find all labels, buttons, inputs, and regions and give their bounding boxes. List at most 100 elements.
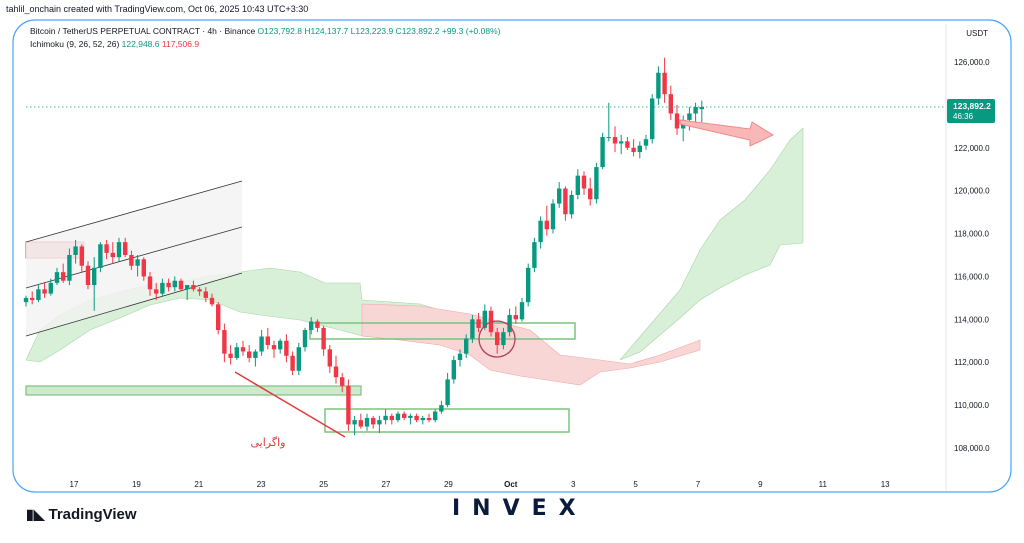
candle-body bbox=[513, 315, 518, 320]
candle-body bbox=[61, 272, 66, 281]
candle bbox=[538, 216, 543, 249]
candle bbox=[265, 327, 270, 350]
candle-body bbox=[507, 315, 512, 333]
candle bbox=[104, 239, 109, 260]
candle-body bbox=[420, 417, 425, 421]
x-tick-label: 29 bbox=[444, 480, 453, 489]
candle-body bbox=[147, 276, 153, 290]
candle bbox=[650, 94, 655, 144]
target-arrow bbox=[679, 119, 775, 147]
candle bbox=[377, 415, 382, 433]
candle-body bbox=[581, 175, 587, 189]
candle-body bbox=[203, 291, 208, 298]
candle-body bbox=[346, 385, 351, 425]
candle-body bbox=[625, 141, 630, 148]
x-tick-label: 5 bbox=[633, 480, 638, 489]
candle bbox=[278, 338, 283, 354]
candle-body bbox=[464, 338, 469, 354]
cloud-segment bbox=[619, 127, 804, 361]
highlight-circle bbox=[478, 320, 516, 358]
divergence-label: واگرایی bbox=[251, 436, 286, 449]
candle bbox=[457, 349, 463, 367]
candle-body bbox=[439, 405, 444, 412]
symbol-name: Bitcoin / TetherUS PERPETUAL CONTRACT · … bbox=[30, 26, 256, 36]
currency-label: USDT bbox=[966, 29, 988, 38]
y-tick-label: 122,000.0 bbox=[954, 144, 990, 153]
candle bbox=[408, 413, 413, 425]
candle-body bbox=[234, 347, 239, 358]
candle-body bbox=[247, 351, 252, 358]
candle bbox=[185, 285, 190, 301]
candle bbox=[383, 409, 388, 425]
candle-body bbox=[352, 420, 357, 425]
candle-body bbox=[408, 415, 413, 418]
x-tick-label: 9 bbox=[758, 480, 763, 489]
candle-body bbox=[271, 345, 277, 350]
candle-body bbox=[302, 330, 308, 348]
y-tick-label: 120,000.0 bbox=[954, 187, 990, 196]
candle-body bbox=[253, 351, 258, 358]
candle-body bbox=[48, 282, 53, 294]
candle-body bbox=[668, 94, 673, 114]
candle bbox=[364, 413, 370, 431]
candle bbox=[203, 287, 208, 303]
invex-logo: INVEX bbox=[452, 496, 588, 521]
candle bbox=[600, 132, 605, 170]
candle-body bbox=[309, 321, 314, 331]
candle bbox=[30, 291, 35, 305]
candle-body bbox=[377, 420, 382, 425]
candle bbox=[42, 282, 47, 298]
channel-line bbox=[25, 272, 243, 337]
candle-body bbox=[129, 255, 134, 266]
candle-body bbox=[222, 330, 227, 354]
candle bbox=[315, 319, 320, 333]
y-tick-label: 112,000.0 bbox=[954, 358, 990, 367]
tradingview-logo-icon: ▮◣ bbox=[26, 506, 45, 522]
candle bbox=[79, 244, 84, 273]
watermark-text: tahlil_onchain created with TradingView.… bbox=[6, 4, 309, 14]
candle bbox=[234, 342, 239, 361]
candle-body bbox=[54, 272, 60, 283]
x-tick-label: 27 bbox=[382, 480, 391, 489]
candle bbox=[464, 334, 469, 358]
candle bbox=[61, 263, 66, 283]
candle bbox=[420, 415, 425, 425]
candle-body bbox=[321, 327, 326, 350]
candle bbox=[209, 293, 215, 307]
indicator-info: Ichimoku (9, 26, 52, 26) 122,948.6 117,5… bbox=[30, 39, 199, 49]
candle bbox=[594, 162, 599, 204]
candle-body bbox=[532, 242, 537, 268]
candle bbox=[619, 134, 624, 155]
y-tick-label: 116,000.0 bbox=[954, 272, 990, 281]
candle bbox=[358, 413, 363, 429]
candle-body bbox=[172, 280, 177, 288]
x-tick-label: 3 bbox=[571, 480, 576, 489]
candle bbox=[321, 325, 326, 356]
candle-body bbox=[178, 280, 184, 290]
candle bbox=[426, 413, 432, 423]
candle bbox=[575, 169, 580, 200]
candle bbox=[284, 334, 289, 363]
candle-body bbox=[85, 265, 91, 286]
channel-fill bbox=[26, 181, 242, 336]
candle-body bbox=[123, 242, 128, 255]
candle-body bbox=[402, 413, 407, 418]
candle-body bbox=[650, 98, 655, 140]
candle-body bbox=[98, 244, 103, 268]
candle bbox=[501, 327, 506, 350]
candle-body bbox=[519, 302, 525, 320]
candle-body bbox=[191, 285, 196, 290]
candle bbox=[476, 312, 481, 333]
support-zone bbox=[324, 408, 570, 433]
candle-body bbox=[656, 72, 661, 99]
y-tick-label: 110,000.0 bbox=[954, 401, 990, 410]
candle-body bbox=[451, 360, 456, 380]
candle bbox=[433, 409, 438, 423]
candle bbox=[135, 255, 140, 277]
candle-body bbox=[141, 259, 146, 277]
candle bbox=[178, 278, 184, 292]
candle bbox=[23, 295, 29, 307]
candle bbox=[240, 340, 246, 356]
